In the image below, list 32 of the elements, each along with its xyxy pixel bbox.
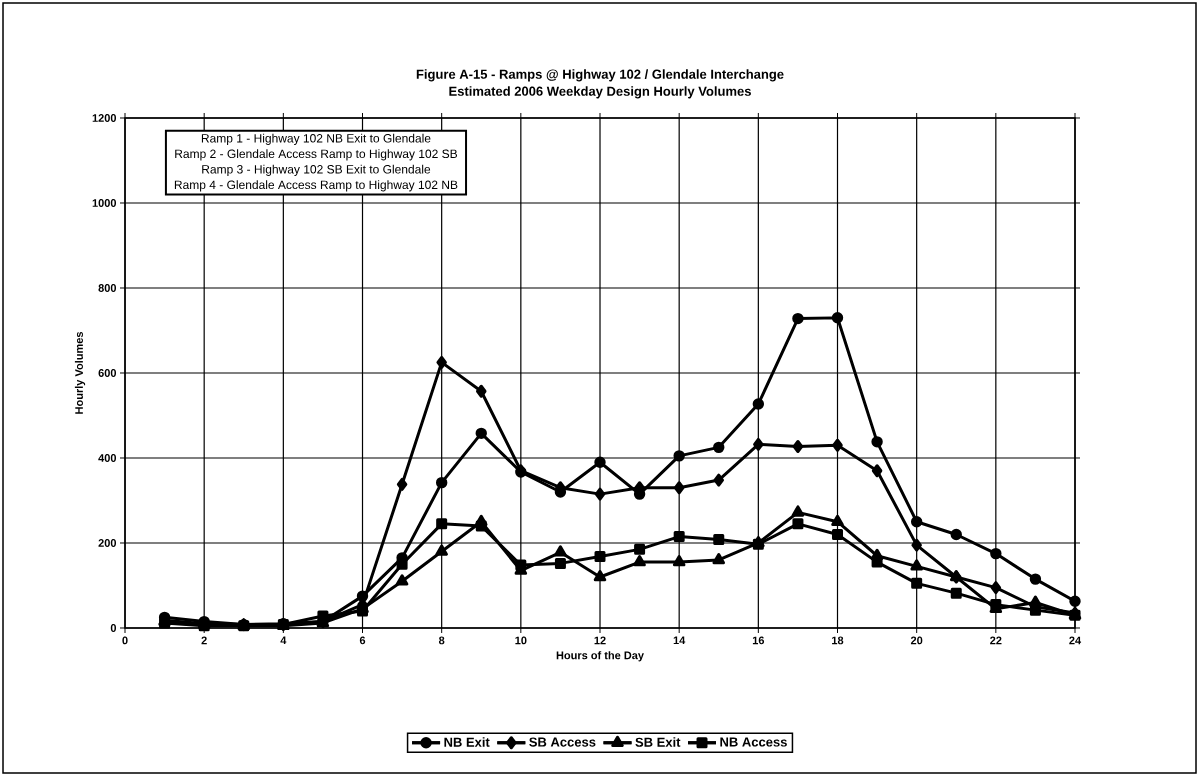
y-tick-label: 600 <box>98 369 117 377</box>
x-tick-label: 14 <box>673 636 686 645</box>
annotation: Ramp 1 - Highway 102 NB Exit to Glendale <box>201 133 431 145</box>
legend-label: NB Exit <box>444 737 490 747</box>
x-tick-label: 4 <box>280 636 287 645</box>
x-tick-label: 18 <box>832 636 844 645</box>
chart-subtitle: Estimated 2006 Weekday Design Hourly Volumes <box>449 86 751 99</box>
chart-title: Figure A-15 - Ramps @ Highway 102 / Glendale Interchange <box>416 69 784 82</box>
annotation: Ramp 3 - Highway 102 SB Exit to Glendale <box>202 164 431 176</box>
x-tick-label: 22 <box>990 636 1002 645</box>
x-tick-label: 8 <box>438 636 445 645</box>
annotation: Ramp 4 - Glendale Access Ramp to Highway 102 NB <box>174 180 458 192</box>
legend-label: NB Access <box>720 737 787 747</box>
y-tick-label: 1000 <box>92 199 117 207</box>
x-tick-label: 12 <box>594 636 606 645</box>
x-tick-label: 20 <box>910 636 923 645</box>
x-tick-label: 16 <box>752 636 765 645</box>
legend-label: SB Access <box>529 737 596 747</box>
annotation: Ramp 2 - Glendale Access Ramp to Highway 102 SB <box>175 149 458 161</box>
x-tick-label: 2 <box>201 636 207 645</box>
x-tick-label: 24 <box>1069 636 1082 645</box>
y-tick-label: 200 <box>98 539 117 547</box>
y-tick-label: 800 <box>98 284 117 292</box>
y-tick-label: 1200 <box>92 114 117 122</box>
y-axis-title: Hourly Volumes <box>74 331 86 414</box>
x-axis-title: Hours of the Day <box>556 651 644 662</box>
x-tick-label: 6 <box>359 636 366 645</box>
y-tick-label: 0 <box>110 624 117 632</box>
x-tick-label: 10 <box>515 636 527 645</box>
y-tick-label: 400 <box>98 454 117 462</box>
legend-label: SB Exit <box>635 737 681 747</box>
x-tick-label: 0 <box>122 636 128 645</box>
